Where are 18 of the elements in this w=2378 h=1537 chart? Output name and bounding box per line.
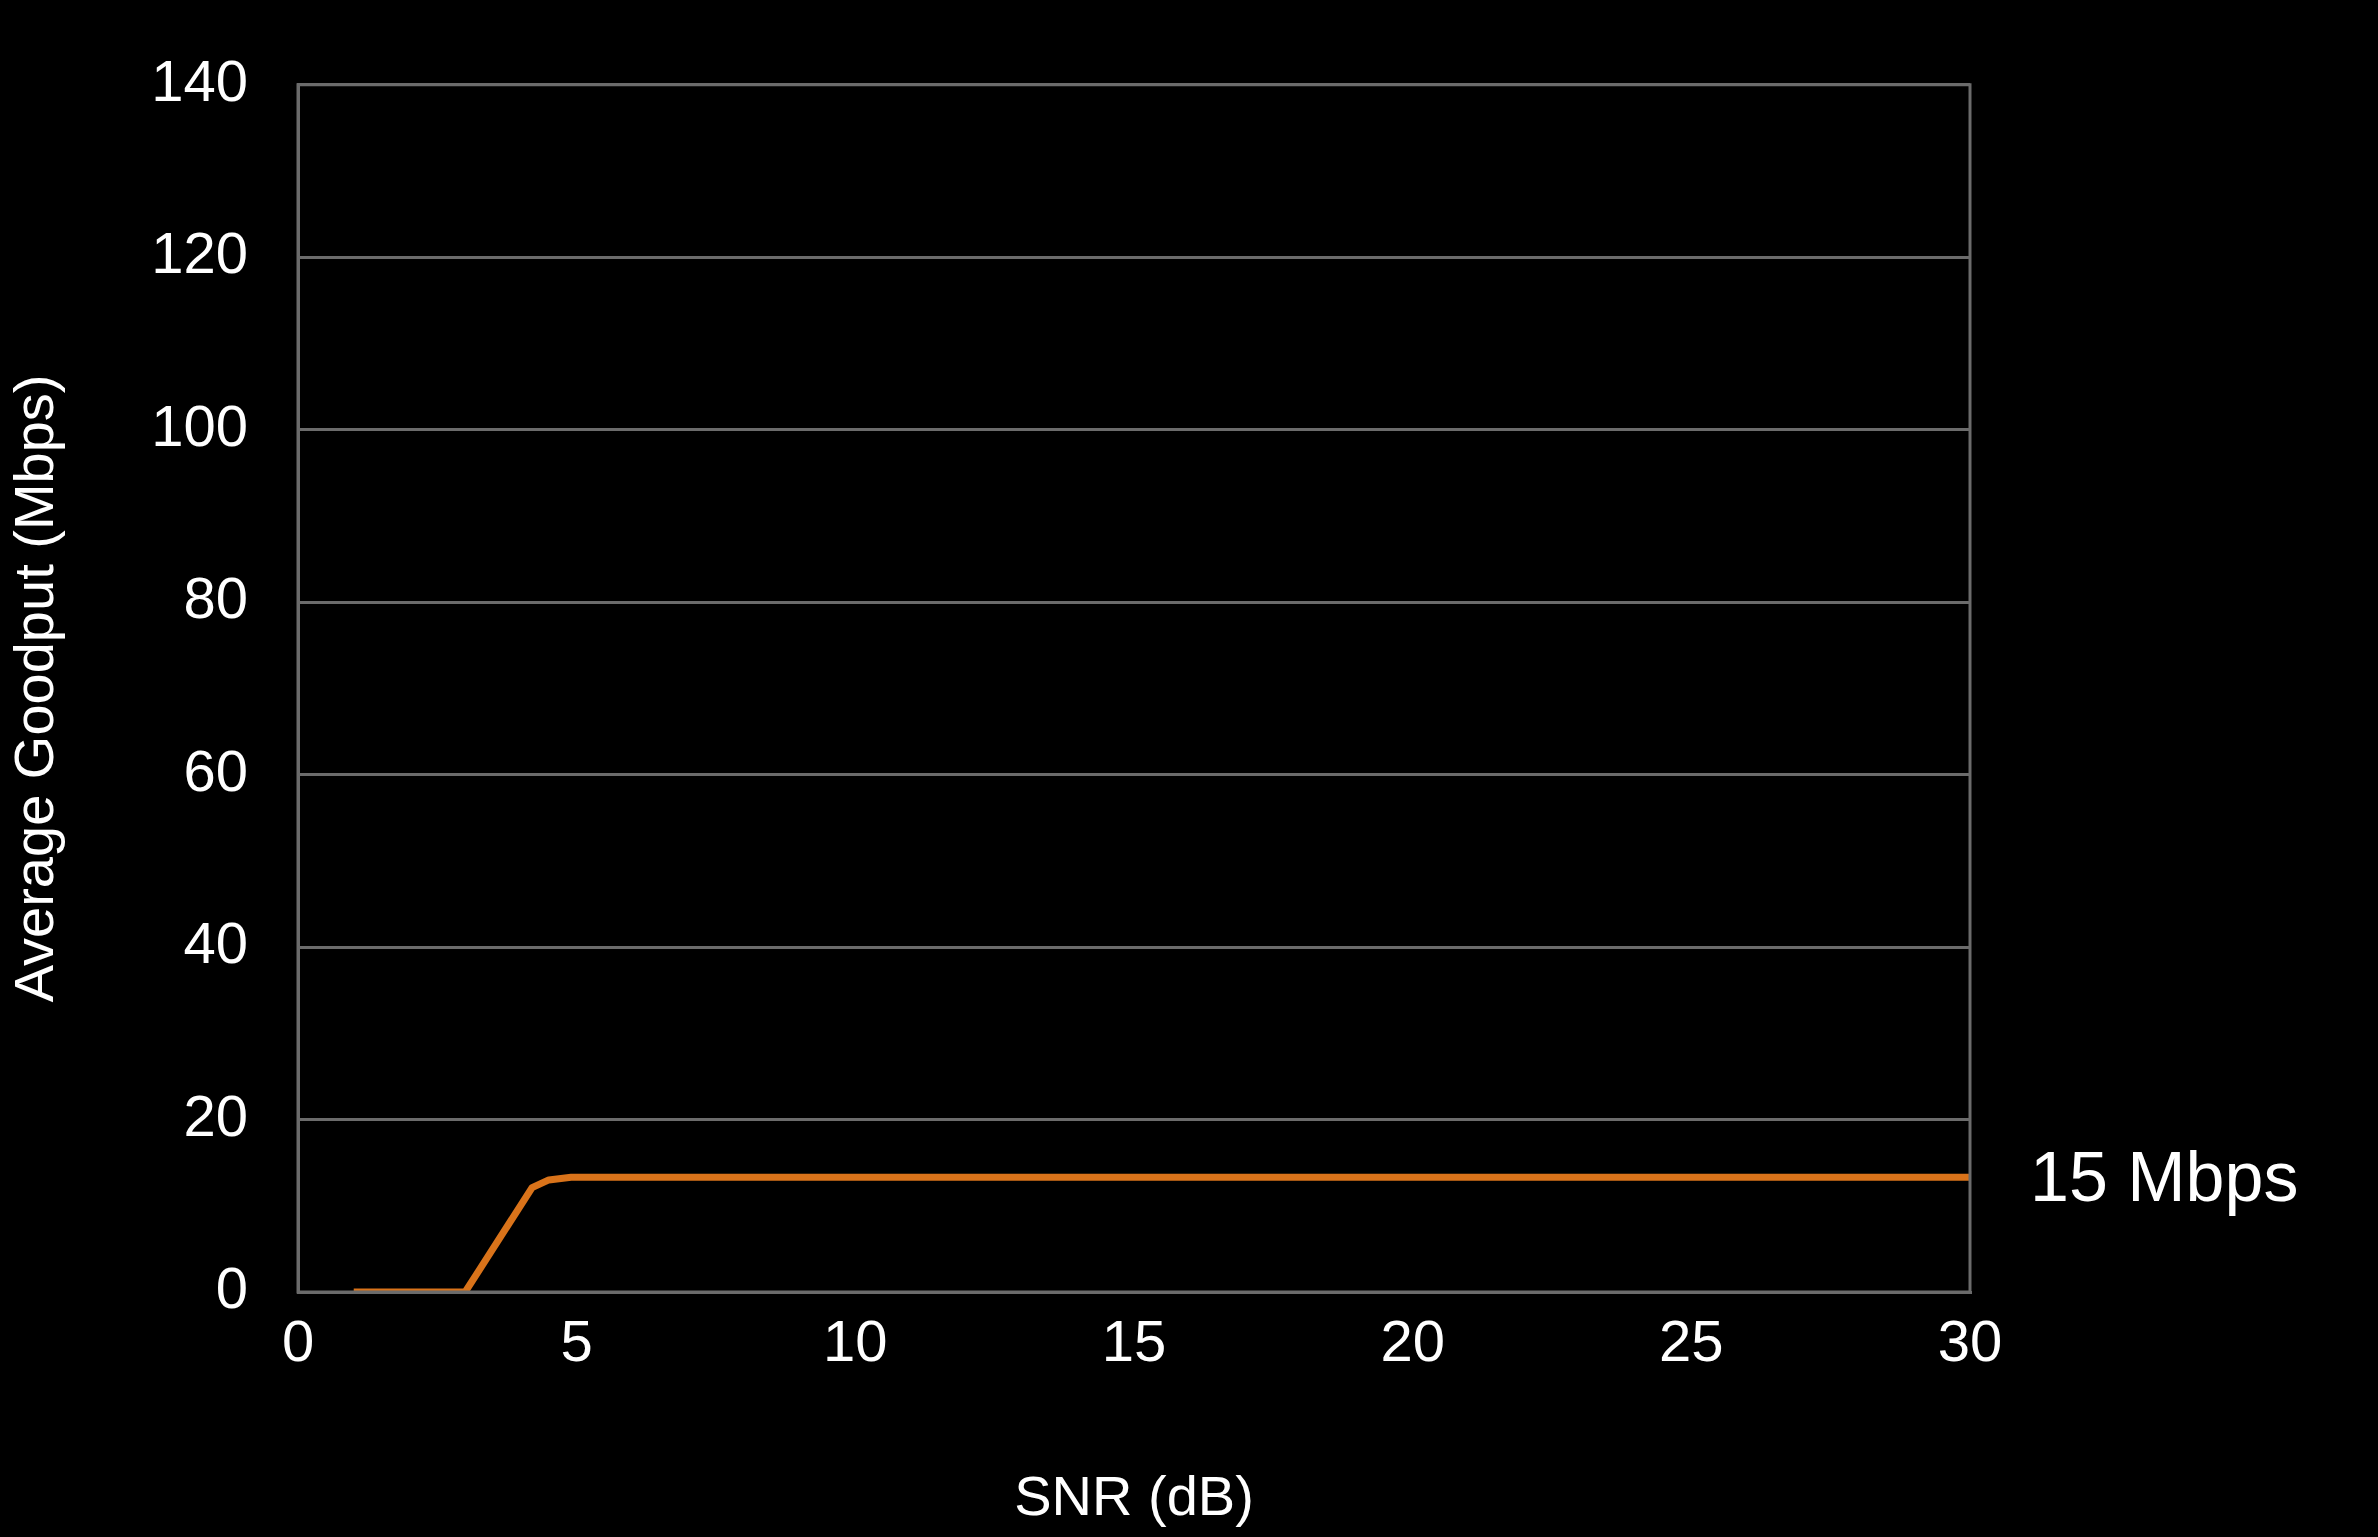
- y-tick-label: 20: [183, 1082, 248, 1148]
- y-tick-label: 60: [183, 737, 248, 803]
- y-tick-label: 140: [151, 47, 248, 113]
- y-tick-label: 120: [151, 220, 248, 286]
- y-tick-label: 80: [183, 565, 248, 631]
- x-tick-label: 5: [560, 1307, 593, 1373]
- x-tick-label: 10: [823, 1307, 888, 1373]
- x-tick-label: 0: [281, 1307, 315, 1373]
- x-tick-label: 25: [1659, 1307, 1724, 1373]
- y-axis-title: Average Goodput (Mbps): [2, 374, 66, 1003]
- x-tick-label: 20: [1380, 1307, 1445, 1373]
- x-tick-label: 15: [1101, 1307, 1167, 1373]
- x-axis-title: SNR (dB): [1014, 1463, 1254, 1527]
- annotation: 15 Mbps: [2030, 1137, 2299, 1216]
- y-tick-label: 0: [215, 1255, 248, 1320]
- y-tick-label: 100: [151, 392, 248, 458]
- y-tick-label: 40: [183, 910, 248, 976]
- x-tick-label: 30: [1937, 1307, 2003, 1373]
